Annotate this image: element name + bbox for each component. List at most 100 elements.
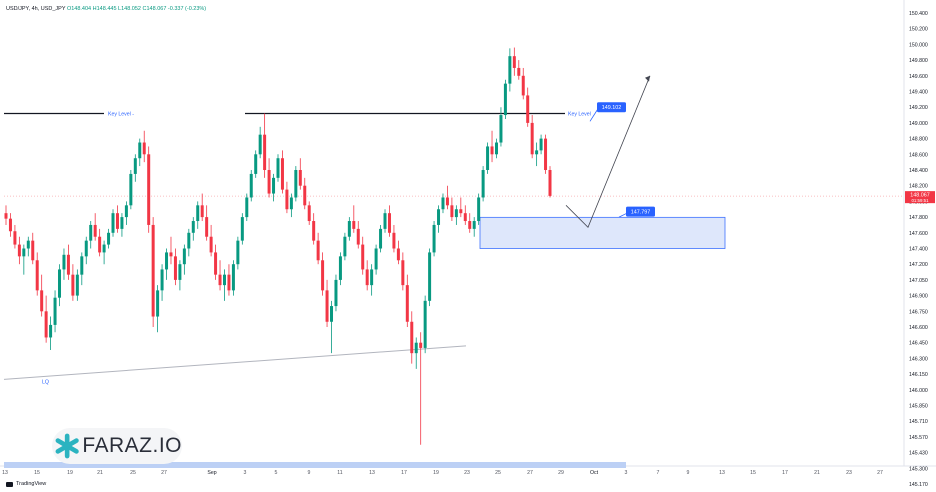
candle-body	[4, 213, 8, 219]
candle-body	[156, 290, 160, 317]
candle-body	[124, 205, 128, 218]
y-tick-label: 147.400	[909, 247, 928, 253]
x-tick-label: 19	[67, 470, 73, 476]
candle-body	[383, 213, 387, 229]
candle-body	[58, 269, 62, 298]
candle-body	[240, 217, 244, 241]
projection-path	[565, 75, 651, 229]
candle-body	[115, 213, 119, 229]
y-tick-label: 149.600	[909, 74, 928, 80]
low-value: L148.052	[118, 6, 141, 12]
zone-badge-bg	[626, 206, 655, 217]
candle-body	[405, 285, 409, 322]
y-tick-label: 146.900	[909, 294, 928, 300]
candle-body	[245, 197, 249, 218]
candle-body	[209, 236, 213, 253]
x-tick-label: 13	[369, 470, 375, 476]
candle-body	[379, 228, 383, 249]
candle-body	[31, 240, 35, 261]
x-tick-label: 13	[719, 470, 725, 476]
visible-range-band	[4, 462, 626, 468]
candle-body	[508, 56, 512, 84]
candle-body	[205, 217, 209, 237]
candle-body	[303, 185, 307, 206]
y-tick-label: 145.850	[909, 404, 928, 410]
candle-body	[84, 240, 88, 257]
y-tick-label: 150.400	[909, 11, 928, 17]
candle-body	[89, 224, 93, 241]
candle-body	[343, 236, 347, 257]
y-tick-label: 146.150	[909, 372, 928, 378]
candle-body	[432, 224, 436, 253]
candle-body	[365, 269, 369, 286]
candle-body	[133, 158, 137, 174]
candle-body	[142, 142, 146, 155]
candle-body	[410, 321, 414, 354]
candle-body	[8, 218, 12, 232]
x-tick-label: 29	[558, 470, 564, 476]
candle-body	[165, 252, 169, 270]
x-tick-label: 9	[687, 470, 690, 476]
zone-badge-pointer	[618, 212, 628, 218]
key-level-badge-bg	[597, 102, 626, 113]
candle-body	[98, 236, 102, 253]
candle-body	[530, 122, 534, 155]
symbol-label: USD/JPY, 4h, USD_JPY	[6, 6, 66, 12]
candle-body	[450, 205, 454, 218]
candle-body	[44, 311, 48, 338]
candle-body	[13, 231, 17, 245]
candle-body	[401, 260, 405, 286]
x-tick-label: 5	[275, 470, 278, 476]
candle-body	[374, 248, 378, 270]
candle-body	[396, 248, 400, 261]
candle-body	[387, 213, 391, 233]
candle-body	[227, 274, 231, 291]
candle-body	[107, 232, 111, 245]
candle-body	[289, 197, 293, 210]
x-tick-label: 27	[161, 470, 167, 476]
y-tick-label: 146.300	[909, 356, 928, 362]
x-tick-label: 25	[130, 470, 136, 476]
lq-trendline	[3, 345, 467, 380]
candle-body	[512, 56, 516, 68]
y-tick-label: 149.200	[909, 105, 928, 111]
candle-body	[370, 269, 374, 286]
candle-body	[481, 170, 485, 198]
candle-body	[347, 221, 351, 237]
candle-body	[468, 221, 472, 229]
candle-body	[428, 252, 432, 301]
candle-body	[356, 228, 360, 245]
candle-body	[325, 290, 329, 322]
candle-body	[352, 221, 356, 229]
key-level-left-label: Key Level -	[108, 111, 134, 117]
candle-body	[258, 134, 262, 155]
candle-body	[187, 232, 191, 249]
candle-body	[102, 244, 106, 253]
candle-body	[423, 300, 427, 348]
candle-body	[249, 173, 253, 198]
y-tick-label: 150.000	[909, 42, 928, 48]
x-tick-label: Sep	[207, 470, 216, 476]
open-value: O148.404	[66, 6, 92, 12]
high-value: H148.445	[92, 6, 117, 12]
candle-body	[196, 205, 200, 222]
candle-body	[276, 158, 280, 178]
candle-body	[138, 142, 142, 159]
x-tick-label: 11	[337, 470, 342, 476]
candle-body	[285, 189, 289, 210]
candle-body	[544, 138, 548, 170]
y-tick-label: 146.450	[909, 341, 928, 347]
current-price-tag-bg	[905, 191, 935, 204]
candle-body	[182, 248, 186, 265]
candle-body	[298, 170, 302, 186]
y-tick-label: 148.400	[909, 168, 928, 174]
close-value: C148.067	[142, 6, 167, 12]
candle-body	[463, 213, 467, 222]
x-tick-label: 13	[2, 470, 8, 476]
x-tick-label: 15	[750, 470, 756, 476]
candle-body	[338, 256, 342, 280]
x-tick-label: 23	[846, 470, 852, 476]
key-level-badge: 149.102	[602, 105, 622, 111]
y-tick-label: 146.750	[909, 309, 928, 315]
